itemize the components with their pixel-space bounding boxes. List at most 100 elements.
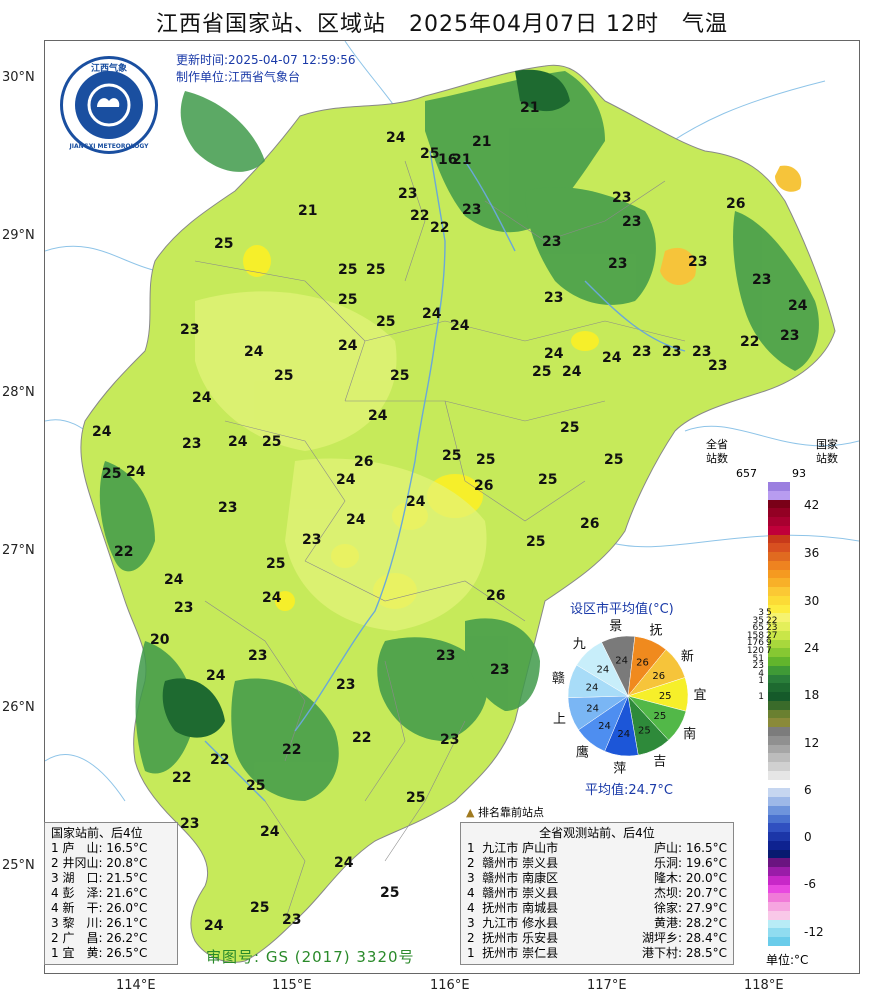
map-title: 江西省国家站、区域站 2025年04月07日 12时 气温 — [156, 12, 728, 37]
national-ranking-row: 3 湖 口: 21.5°C — [51, 871, 148, 885]
station-temperature: 24 — [562, 364, 582, 380]
station-temperature: 23 — [436, 648, 456, 664]
colorbar-unit: 单位:°C — [766, 953, 809, 967]
pie-slice-city: 宜 — [693, 688, 706, 703]
colorbar-cell — [768, 884, 790, 894]
station-temperature: 23 — [544, 290, 564, 306]
station-temperature: 22 — [410, 208, 430, 224]
station-temperature: 25 — [338, 292, 358, 308]
pie-slice-value: 24 — [617, 729, 630, 740]
all-ranking-row: 1 九江市 庐山市 庐山: 16.5°C — [467, 841, 727, 856]
station-temperature: 24 — [92, 424, 112, 440]
meteorology-logo: 江西气象 JIANGXI METEOROLOGY — [60, 56, 158, 154]
station-temperature: 24 — [262, 590, 282, 606]
all-ranking-row: 1 抚州市 崇仁县 港下村: 28.5°C — [467, 946, 727, 961]
colorbar-cell — [768, 875, 790, 886]
station-temperature: 25 — [526, 534, 546, 550]
map-canvas — [45, 41, 859, 973]
station-temperature: 26 — [474, 478, 494, 494]
colorbar-cell — [768, 805, 790, 816]
colorbar-cell — [768, 928, 790, 938]
pie-slice-city: 上 — [553, 712, 566, 727]
cloud-icon — [87, 83, 131, 127]
colorbar-cell — [768, 587, 790, 597]
all-ranking-row-left: 3 九江市 修水县 — [467, 916, 559, 930]
colorbar-tick: 36 — [804, 546, 820, 560]
station-temperature: 23 — [692, 344, 712, 360]
station-temperature: 23 — [174, 600, 194, 616]
station-temperature: 20 — [150, 632, 170, 648]
all-ranking-row-left: 1 抚州市 崇仁县 — [467, 946, 559, 960]
station-temperature: 23 — [780, 328, 800, 344]
colorbar-cell — [768, 692, 790, 702]
colorbar-cell — [768, 823, 790, 833]
colorbar-count-all: 4 — [758, 668, 764, 679]
colorbar-cell — [768, 674, 790, 684]
colorbar-tick: 0 — [804, 830, 812, 844]
colorbar-cell — [768, 622, 790, 632]
pie-slice-value: 24 — [598, 721, 611, 732]
station-temperature: 23 — [688, 254, 708, 270]
colorbar-cell — [768, 867, 790, 877]
colorbar-cell — [768, 779, 790, 789]
lon-label: 118°E — [744, 978, 784, 993]
colorbar-count-nat: 22 — [766, 615, 778, 626]
pie-slice-value: 24 — [586, 703, 599, 714]
colorbar-cell — [768, 630, 790, 641]
pie-title: 设区市平均值(°C) — [570, 602, 674, 617]
station-temperature: 24 — [192, 390, 212, 406]
lon-label: 117°E — [587, 978, 627, 993]
colorbar-cell — [768, 718, 790, 728]
station-temperature: 25 — [380, 885, 400, 901]
lat-label: 30°N — [2, 70, 35, 85]
city-average-pie: 24 景 26 抚 26 新 25 宜 25 南 25 吉 24 萍 24 鹰 24 上 24 赣 24 九 — [552, 619, 707, 776]
colorbar-cell — [768, 569, 790, 579]
colorbar-count-all: 3 — [758, 608, 764, 618]
colorbar-cell — [768, 499, 790, 509]
station-temperature: 25 — [338, 262, 358, 278]
pie-slice-city: 景 — [609, 619, 622, 634]
colorbar-header-nat: 国家 站数 — [816, 438, 838, 465]
all-ranking-row-right: 湖坪乡: 28.4°C — [642, 931, 727, 945]
station-temperature: 25 — [250, 900, 270, 916]
colorbar-cell — [768, 797, 790, 807]
logo-emblem — [75, 71, 143, 139]
pie-slice-city: 新 — [681, 648, 694, 664]
station-temperature: 25 — [476, 452, 496, 468]
pie-slice-city: 九 — [573, 637, 586, 652]
colorbar-count-all: 23 — [752, 661, 764, 672]
station-temperature: 25 — [246, 778, 266, 794]
national-ranking-row: 2 井冈山: 20.8°C — [51, 856, 148, 870]
all-ranking-row-left: 2 赣州市 崇义县 — [467, 856, 559, 870]
colorbar-count-all: 1 — [758, 691, 764, 702]
pie-average: 平均值:24.7°C — [585, 783, 673, 798]
national-ranking-row: 4 彭 泽: 21.6°C — [51, 886, 148, 900]
station-temperature: 21 — [298, 203, 318, 219]
lat-label: 28°N — [2, 385, 35, 400]
colorbar-cell — [768, 770, 790, 781]
colorbar-cell — [768, 858, 790, 868]
station-temperature: 23 — [462, 202, 482, 218]
station-temperature: 24 — [338, 338, 358, 354]
station-temperature: 25 — [560, 420, 580, 436]
colorbar-cell — [768, 648, 790, 658]
pie-slice-city: 南 — [683, 726, 696, 742]
colorbar-tick: 42 — [804, 498, 820, 512]
colorbar-count-all: 35 — [752, 615, 764, 626]
all-ranking-title: 全省观测站前、后4位 — [539, 826, 655, 840]
colorbar-cell — [768, 849, 790, 859]
station-temperature: 24 — [386, 130, 406, 146]
colorbar-cell — [768, 910, 790, 921]
logo-top-text: 江西气象 — [90, 64, 127, 74]
all-ranking-row-right: 黄港: 28.2°C — [654, 916, 727, 930]
colorbar-tick: -6 — [804, 877, 816, 891]
station-temperature: 24 — [788, 298, 808, 314]
station-temperature: 16 — [438, 152, 458, 168]
station-temperature: 22 — [430, 220, 450, 236]
station-temperature: 26 — [726, 196, 746, 212]
station-temperature: 26 — [580, 516, 600, 532]
all-ranking-row-left: 3 赣州市 南康区 — [467, 871, 559, 885]
colorbar-cell — [768, 840, 790, 851]
national-ranking-title: 国家站前、后4位 — [51, 826, 143, 840]
colorbar-cell — [768, 482, 790, 492]
